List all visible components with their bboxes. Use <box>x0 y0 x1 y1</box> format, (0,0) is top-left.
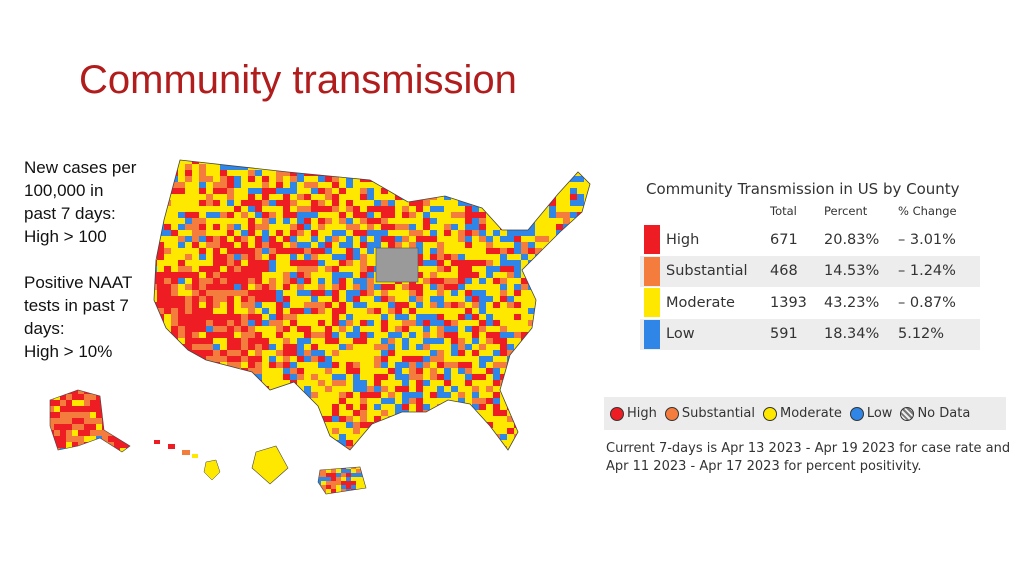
legend-dot-moderate <box>763 406 777 421</box>
hawaii-islands <box>154 440 221 481</box>
page-title: Community transmission <box>79 58 517 102</box>
transmission-table: Community Transmission in US by County T… <box>640 180 980 350</box>
table-title: Community Transmission in US by County <box>646 180 960 198</box>
legend-item-low: Low <box>849 406 893 421</box>
row-label: High <box>666 231 700 248</box>
legend-item-high: High <box>610 406 657 421</box>
legend-label: No Data <box>917 406 971 421</box>
header-change: % Change <box>898 204 957 218</box>
table-row-moderate: Moderate 1393 43.23% – 0.87% <box>640 287 980 319</box>
table-row-substantial: Substantial 468 14.53% – 1.24% <box>640 255 980 287</box>
table-row-high: High 671 20.83% – 3.01% <box>640 224 980 256</box>
legend-label: Substantial <box>681 406 755 421</box>
note-line: Positive NAAT <box>24 273 133 292</box>
row-change: – 0.87% <box>898 294 956 311</box>
row-percent: 14.53% <box>824 263 880 280</box>
row-total: 591 <box>770 326 798 343</box>
row-total: 1393 <box>770 294 807 311</box>
us-county-map <box>30 150 600 500</box>
note-line: 100,000 in <box>24 181 104 200</box>
legend-dot-low <box>849 406 864 421</box>
map-legend: High Substantial Moderate Low No Data <box>604 397 1006 430</box>
legend-label: High <box>627 406 657 421</box>
side-notes: New cases per 100,000 in past 7 days: Hi… <box>24 156 164 386</box>
swatch-high <box>644 225 660 255</box>
note-line: New cases per <box>24 158 137 177</box>
legend-dot-high <box>610 406 624 421</box>
legend-label: Moderate <box>780 406 842 421</box>
swatch-substantial <box>644 256 660 286</box>
row-percent: 18.34% <box>824 326 880 343</box>
row-change: 5.12% <box>898 326 945 343</box>
alaska-county-cells <box>50 390 130 452</box>
row-percent: 43.23% <box>824 294 880 311</box>
row-label: Moderate <box>666 294 735 311</box>
legend-label: Low <box>866 406 893 421</box>
row-change: – 1.24% <box>898 263 956 280</box>
header-percent: Percent <box>824 204 868 218</box>
naat-note: Positive NAAT tests in past 7 days: High… <box>24 271 164 363</box>
note-line: High > 10% <box>24 342 113 361</box>
legend-item-nodata: No Data <box>900 406 970 421</box>
conus-county-cells <box>154 160 590 450</box>
row-percent: 20.83% <box>824 231 880 248</box>
table-header: Total Percent % Change <box>640 204 980 224</box>
note-line: High > 100 <box>24 227 107 246</box>
swatch-low <box>644 319 660 349</box>
legend-dot-nodata <box>900 406 915 421</box>
note-line: past 7 days: <box>24 204 116 223</box>
table-row-low: Low 591 18.34% 5.12% <box>640 318 980 350</box>
legend-item-moderate: Moderate <box>763 406 842 421</box>
legend-dot-substantial <box>664 406 679 421</box>
row-change: – 3.01% <box>898 231 956 248</box>
row-total: 468 <box>770 263 798 280</box>
row-label: Low <box>666 326 695 343</box>
swatch-moderate <box>644 288 660 318</box>
note-line: days: <box>24 319 65 338</box>
case-rate-note: New cases per 100,000 in past 7 days: Hi… <box>24 156 164 248</box>
header-total: Total <box>770 204 797 218</box>
row-total: 671 <box>770 231 798 248</box>
row-label: Substantial <box>666 263 748 280</box>
date-footnote: Current 7-days is Apr 13 2023 - Apr 19 2… <box>606 441 1011 474</box>
legend-item-substantial: Substantial <box>664 406 755 421</box>
note-line: tests in past 7 <box>24 296 129 315</box>
